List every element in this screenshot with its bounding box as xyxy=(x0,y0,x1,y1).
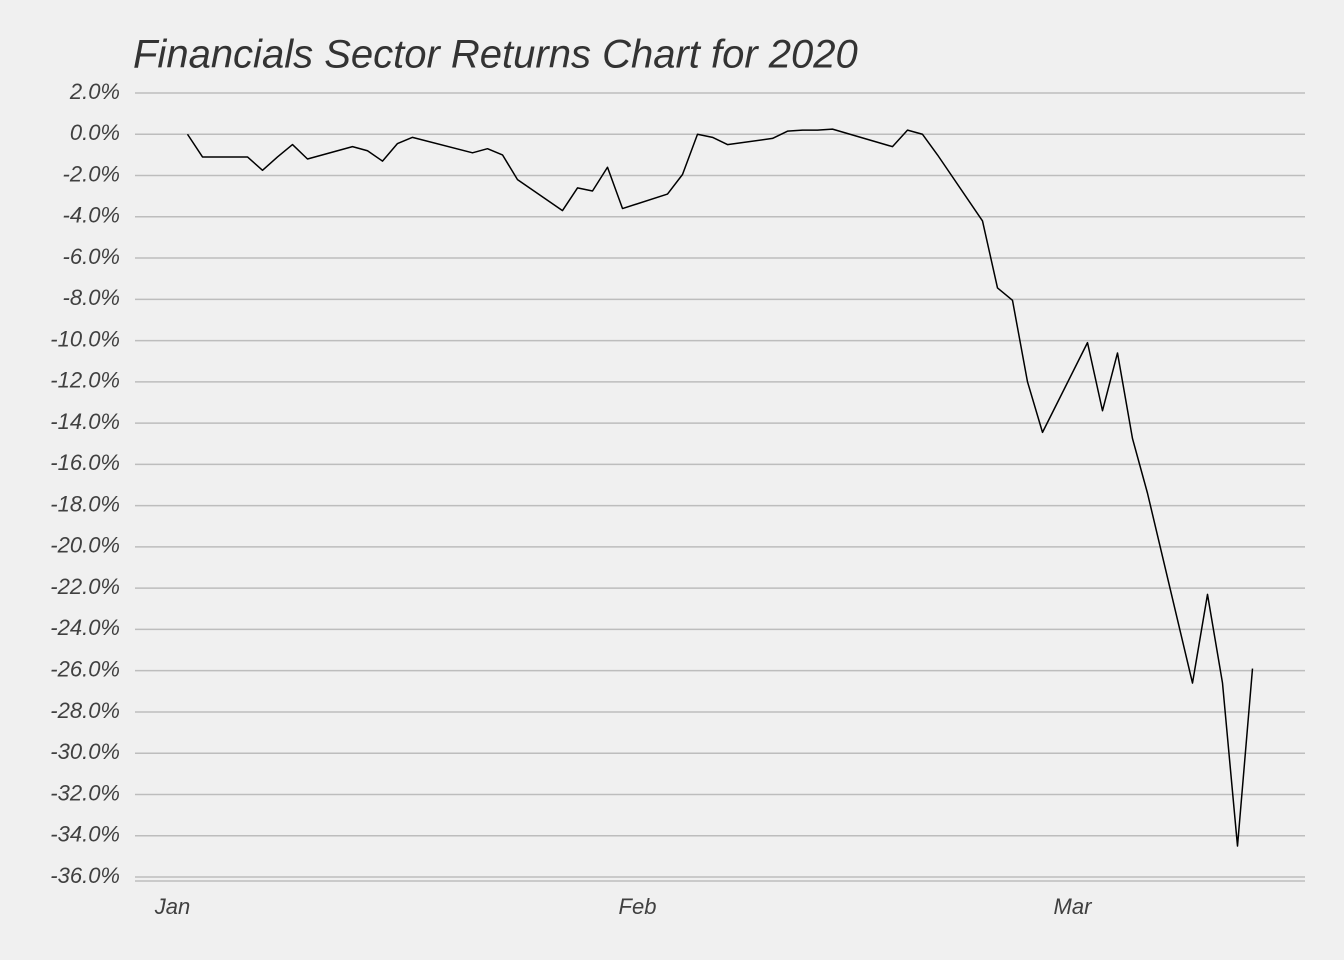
y-tick-label: -26.0% xyxy=(50,656,120,681)
y-tick-label: -18.0% xyxy=(50,491,120,516)
x-tick-label: Feb xyxy=(619,894,657,919)
y-tick-label: -6.0% xyxy=(63,244,120,269)
y-tick-label: -34.0% xyxy=(50,822,120,847)
y-tick-label: 0.0% xyxy=(70,120,120,145)
y-tick-label: -10.0% xyxy=(50,326,120,351)
y-tick-label: -12.0% xyxy=(50,368,120,393)
y-tick-label: -20.0% xyxy=(50,533,120,558)
y-tick-label: -2.0% xyxy=(63,161,120,186)
y-tick-label: -8.0% xyxy=(63,285,120,310)
y-tick-label: -32.0% xyxy=(50,780,120,805)
y-tick-label: 2.0% xyxy=(69,79,120,104)
y-tick-label: -30.0% xyxy=(50,739,120,764)
y-tick-label: -16.0% xyxy=(50,450,120,475)
y-tick-label: -14.0% xyxy=(50,409,120,434)
y-tick-label: -4.0% xyxy=(63,203,120,228)
chart-title: Financials Sector Returns Chart for 2020 xyxy=(133,33,858,77)
x-tick-label: Jan xyxy=(154,894,190,919)
x-tick-label: Mar xyxy=(1054,894,1094,919)
y-tick-label: -28.0% xyxy=(50,698,120,723)
y-tick-label: -36.0% xyxy=(50,863,120,888)
series-line xyxy=(186,128,1254,847)
y-tick-label: -24.0% xyxy=(50,615,120,640)
y-tick-label: -22.0% xyxy=(50,574,120,599)
